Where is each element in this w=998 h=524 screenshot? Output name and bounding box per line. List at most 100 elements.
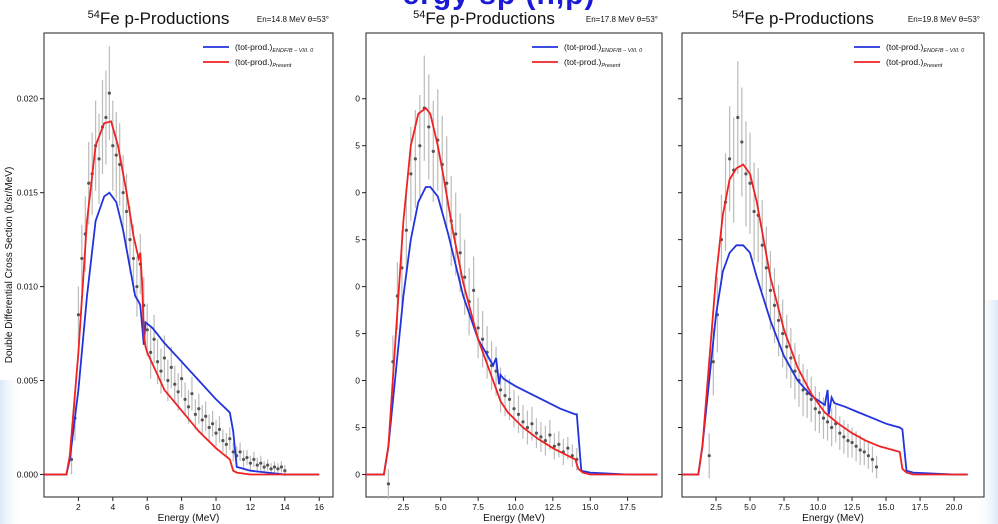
y-tick-label: 0.005	[17, 376, 39, 386]
data-point	[245, 455, 249, 460]
data-point	[173, 382, 177, 386]
x-tick-label: 6	[145, 502, 150, 512]
chart-title: 54Fe p-Productions	[88, 9, 230, 28]
data-point	[228, 437, 232, 441]
data-point	[111, 144, 115, 148]
data-point	[525, 425, 530, 430]
data-point	[570, 454, 574, 458]
data-point	[813, 407, 817, 411]
chart-title: 54Fe p-Productions	[732, 9, 874, 28]
chart-panel-3: 54Fe p-Productions En=19.8 MeV θ=53° 2.5 5.…	[678, 9, 985, 524]
data-point	[748, 181, 752, 185]
data-point	[752, 209, 756, 214]
x-tick-label: 8	[179, 502, 184, 512]
series-line-present	[44, 120, 320, 476]
x-tick-label: 2.5	[397, 502, 409, 512]
data-point	[169, 365, 173, 369]
data-point	[149, 350, 153, 354]
data-point	[874, 465, 879, 469]
x-tick-label: 12.5	[844, 502, 861, 512]
data-point	[80, 256, 84, 261]
data-point	[481, 337, 485, 341]
chart-subtitle: En=19.8 MeV θ=53°	[908, 15, 980, 24]
data-point	[279, 465, 283, 469]
data-point	[728, 157, 732, 161]
data-point	[427, 125, 431, 129]
data-point	[764, 266, 768, 270]
data-point	[516, 412, 521, 416]
legend-label: (tot-prod.)ENDF/B − VIII. 0	[564, 42, 643, 54]
data-point	[476, 326, 480, 330]
data-point	[252, 457, 256, 462]
data-point	[548, 433, 552, 437]
data-point	[269, 467, 273, 471]
y-tick-label: 0.010	[17, 282, 39, 292]
x-tick-label: 10.0	[507, 502, 524, 512]
y-tick-label: 0	[355, 282, 360, 292]
data-point	[445, 181, 449, 185]
data-point	[221, 439, 225, 443]
x-tick-label: 12.5	[545, 502, 562, 512]
y-axis-label: Double Differential Cross Section (b/sr/…	[4, 167, 15, 364]
data-point	[145, 328, 149, 332]
x-tick-label: 2.5	[710, 502, 722, 512]
data-point	[858, 448, 862, 452]
data-point	[128, 238, 132, 242]
x-tick-label: 17.5	[912, 502, 929, 512]
chart-subtitle: En=14.8 MeV θ=53°	[257, 15, 329, 24]
data-point	[283, 469, 287, 473]
data-point	[850, 440, 854, 445]
x-tick-label: 17.5	[619, 502, 636, 512]
chart-panel-2: 54Fe p-Productions En=17.8 MeV θ=53° 2.5 5.…	[355, 9, 663, 524]
data-point	[204, 414, 208, 418]
x-tick-label: 4	[110, 502, 115, 512]
data-point	[760, 243, 764, 247]
data-point	[186, 405, 191, 409]
data-point	[458, 251, 462, 255]
series-line-present	[366, 106, 658, 476]
data-point	[162, 356, 167, 360]
data-point	[785, 345, 789, 349]
plot-frame	[43, 32, 334, 498]
data-point	[530, 422, 534, 426]
data-point	[241, 457, 246, 462]
x-axis-label: Energy (MeV)	[802, 513, 864, 524]
data-point	[821, 416, 826, 420]
data-point	[543, 439, 547, 443]
series-line-endf	[366, 186, 658, 476]
chart-subtitle: En=17.8 MeV θ=53°	[586, 15, 658, 24]
data-point	[454, 232, 458, 236]
data-point	[262, 465, 266, 469]
data-point	[740, 140, 744, 144]
data-point	[276, 467, 280, 471]
data-point	[781, 331, 785, 336]
data-point	[76, 313, 81, 317]
data-point	[870, 457, 875, 462]
data-point	[114, 153, 118, 157]
slide-banner-title: ergy sp (n,p)	[0, 0, 998, 18]
y-tick-label: 0	[355, 376, 360, 386]
data-point	[707, 454, 711, 458]
data-point	[431, 149, 435, 153]
x-tick-label: 5.0	[744, 502, 756, 512]
x-axis-label: Energy (MeV)	[158, 513, 220, 524]
chart-panel-1: 54Fe p-Productions En=14.8 MeV θ=53° 2 4 6 8 1…	[4, 9, 334, 524]
data-point	[512, 407, 516, 411]
data-point	[155, 360, 160, 364]
data-point	[131, 256, 136, 261]
y-tick-label: 5	[355, 141, 360, 151]
data-point	[772, 303, 777, 307]
data-point	[557, 442, 561, 447]
data-point	[266, 463, 270, 467]
data-point	[539, 435, 543, 439]
data-point	[809, 397, 813, 401]
series-line-present	[682, 163, 968, 476]
data-point	[768, 288, 773, 292]
x-tick-label: 2	[76, 502, 81, 512]
data-point	[566, 446, 570, 450]
y-tick-label: 0	[355, 188, 360, 198]
data-point	[817, 410, 821, 415]
x-tick-label: 15.0	[582, 502, 599, 512]
data-point	[180, 377, 184, 381]
data-point	[862, 450, 866, 454]
